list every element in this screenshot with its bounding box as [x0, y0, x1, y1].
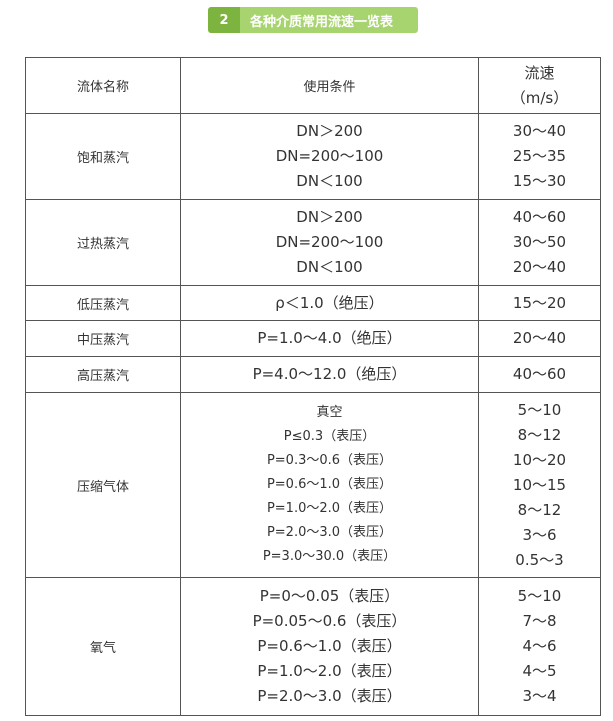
fluid-name: 中压蒸汽	[25, 320, 181, 357]
table-row: 高压蒸汽 P=4.0～12.0（绝压） 40～60	[25, 356, 601, 393]
section-number: 2	[208, 7, 240, 33]
condition: DN＞200	[296, 122, 363, 140]
conditions-cell: 真空 P≤0.3（表压） P=0.3～0.6（表压） P=0.6～1.0（表压） P=1…	[180, 392, 479, 578]
speed: 25～35	[512, 147, 567, 165]
condition: ρ＜1.0（绝压）	[275, 293, 384, 312]
speed-cell: 5～10 8～12 10～20 10～15 8～12 3～6 0.5～3	[478, 392, 601, 578]
speed: 5～10	[517, 400, 562, 419]
speed: 0.5～3	[515, 550, 564, 569]
conditions-cell: ρ＜1.0（绝压）	[180, 285, 479, 321]
fluid-name: 过热蒸汽	[25, 199, 181, 286]
speed: 4～5	[522, 662, 557, 680]
speed: 15～20	[512, 293, 567, 312]
condition: DN=200～100	[275, 147, 384, 165]
condition: P=3.0～30.0（表压）	[262, 549, 397, 564]
flow-speed-table: 流体名称 使用条件 流速 （m/s） 饱和蒸汽 DN＞200 DN=200～100 DN…	[25, 57, 601, 716]
speed: 10～15	[512, 475, 567, 494]
table-row: 饱和蒸汽 DN＞200 DN=200～100 DN＜100 30～40 25～35 15～3…	[25, 113, 601, 200]
speed: 30～50	[512, 233, 567, 251]
conditions-cell: P=4.0～12.0（绝压）	[180, 356, 479, 393]
speed: 8～12	[517, 425, 562, 444]
conditions-cell: P=0～0.05（表压） P=0.05～0.6（表压） P=0.6～1.0（表压） P…	[180, 577, 479, 716]
table-row: 氧气 P=0～0.05（表压） P=0.05～0.6（表压） P=0.6～1.0（表压…	[25, 577, 601, 716]
speed: 20～40	[512, 329, 567, 347]
condition: P=1.0～2.0（表压）	[266, 501, 393, 516]
speed: 15～30	[512, 172, 567, 190]
condition: DN＞200	[296, 208, 363, 226]
section-badge: 2 各种介质常用流速一览表	[208, 7, 418, 33]
conditions-cell: DN＞200 DN=200～100 DN＜100	[180, 199, 479, 286]
fluid-name: 氧气	[25, 577, 181, 716]
condition: P=0.6～1.0（表压）	[257, 637, 402, 655]
condition: DN＜100	[296, 172, 363, 190]
speed: 10～20	[512, 450, 567, 469]
condition: P=0.05～0.6（表压）	[252, 612, 407, 630]
fluid-name: 低压蒸汽	[25, 285, 181, 321]
speed: 4～6	[522, 637, 557, 655]
speed: 5～10	[517, 587, 562, 605]
fluid-name: 压缩气体	[25, 392, 181, 578]
condition: P=1.0～4.0（绝压）	[257, 329, 402, 347]
speed-cell: 15～20	[478, 285, 601, 321]
condition: P=2.0～3.0（表压）	[257, 687, 402, 705]
condition: DN=200～100	[275, 233, 384, 251]
conditions-cell: DN＞200 DN=200～100 DN＜100	[180, 113, 479, 200]
header-fluid-name: 流体名称	[25, 57, 181, 114]
table-row: 压缩气体 真空 P≤0.3（表压） P=0.3～0.6（表压） P=0.6～1.0（表压…	[25, 392, 601, 578]
speed-cell: 40～60	[478, 356, 601, 393]
table-header: 流体名称 使用条件 流速 （m/s）	[25, 57, 601, 114]
condition: P=0.3～0.6（表压）	[266, 453, 393, 468]
table-row: 低压蒸汽 ρ＜1.0（绝压） 15～20	[25, 285, 601, 321]
speed: 40～60	[512, 208, 567, 226]
condition: P=0.6～1.0（表压）	[266, 477, 393, 492]
speed-cell: 30～40 25～35 15～30	[478, 113, 601, 200]
speed: 3～6	[522, 525, 557, 544]
condition: P=1.0～2.0（表压）	[257, 662, 402, 680]
conditions-cell: P=1.0～4.0（绝压）	[180, 320, 479, 357]
speed: 20～40	[512, 258, 567, 276]
condition: DN＜100	[296, 258, 363, 276]
table-row: 中压蒸汽 P=1.0～4.0（绝压） 20～40	[25, 320, 601, 357]
speed-cell: 40～60 30～50 20～40	[478, 199, 601, 286]
speed: 40～60	[512, 365, 567, 383]
condition: P=0～0.05（表压）	[259, 587, 400, 605]
speed: 8～12	[517, 500, 562, 519]
speed-cell: 20～40	[478, 320, 601, 357]
fluid-name: 高压蒸汽	[25, 356, 181, 393]
fluid-name: 饱和蒸汽	[25, 113, 181, 200]
speed: 7～8	[522, 612, 557, 630]
condition: P=4.0～12.0（绝压）	[252, 365, 407, 383]
condition: P≤0.3（表压）	[283, 429, 376, 444]
table-row: 过热蒸汽 DN＞200 DN=200～100 DN＜100 40～60 30～50 20～4…	[25, 199, 601, 286]
header-speed: 流速 （m/s）	[478, 57, 601, 114]
header-conditions: 使用条件	[180, 57, 479, 114]
speed: 3～4	[522, 687, 557, 705]
speed: 30～40	[512, 122, 567, 140]
speed-cell: 5～10 7～8 4～6 4～5 3～4	[478, 577, 601, 716]
condition: 真空	[316, 405, 343, 420]
condition: P=2.0～3.0（表压）	[266, 525, 393, 540]
section-title: 各种介质常用流速一览表	[240, 7, 418, 33]
